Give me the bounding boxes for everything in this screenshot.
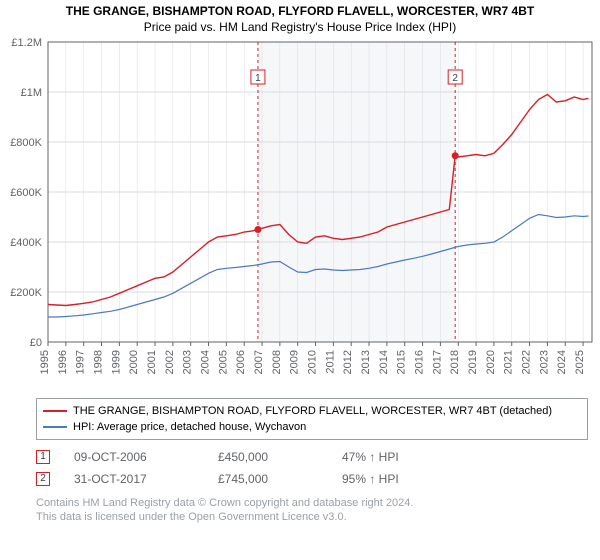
svg-text:2014: 2014 xyxy=(378,350,390,374)
legend-swatch-hpi xyxy=(43,426,67,428)
svg-text:2004: 2004 xyxy=(200,350,212,374)
svg-text:1998: 1998 xyxy=(93,350,105,374)
legend-row-price-paid: THE GRANGE, BISHAMPTON ROAD, FLYFORD FLA… xyxy=(43,403,581,419)
chart-title-line2: Price paid vs. HM Land Registry's House … xyxy=(0,20,600,34)
svg-text:2008: 2008 xyxy=(271,350,283,374)
svg-text:2017: 2017 xyxy=(431,350,443,374)
svg-text:2009: 2009 xyxy=(289,350,301,374)
svg-text:2013: 2013 xyxy=(360,350,372,374)
chart: £0 £200K £400K £600K £800K £1M £1.2M 1995 1996 19… xyxy=(0,34,600,394)
chart-title-line1: THE GRANGE, BISHAMPTON ROAD, FLYFORD FLA… xyxy=(0,4,600,18)
footer-line2: This data is licensed under the Open Gov… xyxy=(36,510,600,524)
svg-text:2000: 2000 xyxy=(128,350,140,374)
legend-label-hpi: HPI: Average price, detached house, Wych… xyxy=(73,419,306,435)
marker-row: 2 31-OCT-2017 £745,000 95% ↑ HPI xyxy=(36,468,588,490)
svg-text:1996: 1996 xyxy=(57,350,69,374)
legend-label-price-paid: THE GRANGE, BISHAMPTON ROAD, FLYFORD FLA… xyxy=(73,403,552,419)
svg-text:£200K: £200K xyxy=(10,287,42,299)
svg-text:2016: 2016 xyxy=(414,350,426,374)
marker-pct: 47% ↑ HPI xyxy=(342,446,462,468)
svg-text:2019: 2019 xyxy=(467,350,479,374)
marker-number-icon: 1 xyxy=(36,450,50,464)
svg-text:2011: 2011 xyxy=(324,350,336,374)
marker-pct: 95% ↑ HPI xyxy=(342,468,462,490)
svg-text:£1M: £1M xyxy=(21,87,42,99)
marker-row: 1 09-OCT-2006 £450,000 47% ↑ HPI xyxy=(36,446,588,468)
legend-row-hpi: HPI: Average price, detached house, Wych… xyxy=(43,419,581,435)
svg-text:2002: 2002 xyxy=(164,350,176,374)
footer-attribution: Contains HM Land Registry data © Crown c… xyxy=(36,496,600,524)
svg-text:2006: 2006 xyxy=(235,350,247,374)
legend: THE GRANGE, BISHAMPTON ROAD, FLYFORD FLA… xyxy=(36,398,588,440)
marker-price: £450,000 xyxy=(218,446,318,468)
footer-line1: Contains HM Land Registry data © Crown c… xyxy=(36,496,600,510)
svg-text:2020: 2020 xyxy=(485,350,497,374)
svg-text:£600K: £600K xyxy=(10,187,42,199)
svg-text:2025: 2025 xyxy=(574,350,586,374)
marker-price: £745,000 xyxy=(218,468,318,490)
svg-text:1999: 1999 xyxy=(110,350,122,374)
svg-text:1: 1 xyxy=(255,73,261,84)
svg-text:2005: 2005 xyxy=(217,350,229,374)
legend-swatch-price-paid xyxy=(43,410,67,412)
svg-text:£800K: £800K xyxy=(10,137,42,149)
svg-text:2015: 2015 xyxy=(396,350,408,374)
svg-text:1995: 1995 xyxy=(39,350,51,374)
svg-text:2007: 2007 xyxy=(253,350,265,374)
svg-text:2001: 2001 xyxy=(146,350,158,374)
svg-text:1997: 1997 xyxy=(75,350,87,374)
svg-text:2010: 2010 xyxy=(307,350,319,374)
marker-number-icon: 2 xyxy=(36,472,50,486)
svg-text:2024: 2024 xyxy=(556,350,568,374)
svg-text:2022: 2022 xyxy=(521,350,533,374)
svg-text:£400K: £400K xyxy=(10,237,42,249)
svg-text:2018: 2018 xyxy=(449,350,461,374)
chart-title-block: THE GRANGE, BISHAMPTON ROAD, FLYFORD FLA… xyxy=(0,0,600,34)
svg-text:2021: 2021 xyxy=(503,350,515,374)
svg-text:£1.2M: £1.2M xyxy=(11,37,42,49)
svg-text:£0: £0 xyxy=(30,337,42,349)
svg-text:2023: 2023 xyxy=(538,350,550,374)
svg-text:2003: 2003 xyxy=(182,350,194,374)
marker-table: 1 09-OCT-2006 £450,000 47% ↑ HPI 2 31-OC… xyxy=(36,446,588,490)
marker-date: 09-OCT-2006 xyxy=(74,446,194,468)
svg-text:2012: 2012 xyxy=(342,350,354,374)
chart-svg: £0 £200K £400K £600K £800K £1M £1.2M 1995 1996 19… xyxy=(0,34,600,394)
marker-date: 31-OCT-2017 xyxy=(74,468,194,490)
svg-text:2: 2 xyxy=(452,73,458,84)
